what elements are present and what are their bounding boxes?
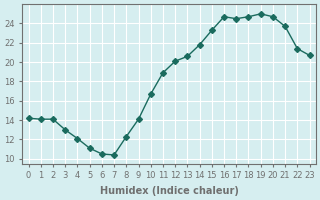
X-axis label: Humidex (Indice chaleur): Humidex (Indice chaleur): [100, 186, 238, 196]
